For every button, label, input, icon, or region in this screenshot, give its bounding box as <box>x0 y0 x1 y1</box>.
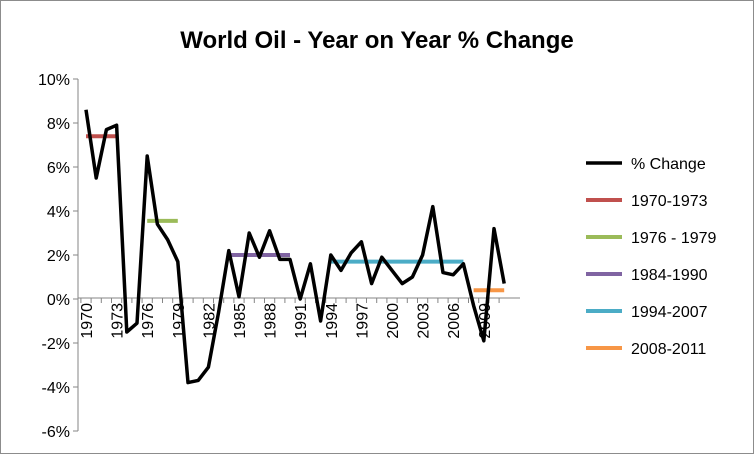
x-tick-label: 1985 <box>232 303 249 339</box>
y-tick-label: -6% <box>42 424 70 441</box>
y-tick-label: 10% <box>38 72 70 89</box>
y-axis: 10% 8% 6% 4% 2% 0% -2% -4% -6% <box>38 72 79 441</box>
series-layer <box>84 109 506 385</box>
x-tick-label: 1970 <box>79 303 96 339</box>
x-tick-label: 2003 <box>416 303 433 339</box>
y-tick-label: 6% <box>47 160 70 177</box>
legend-label: 2008-2011 <box>631 341 706 358</box>
percent-change-line <box>84 109 506 385</box>
x-tick-label: 1997 <box>354 303 371 339</box>
x-axis: 1970 1973 1976 1979 1982 1985 1988 1991 1994 1997… <box>78 297 520 339</box>
y-tick-label: -2% <box>42 336 70 353</box>
x-tick-label: 1976 <box>140 303 157 339</box>
legend-label: % Change <box>631 156 706 173</box>
x-tick-label: 1994 <box>324 303 341 339</box>
y-tick-label: 2% <box>47 248 70 265</box>
x-tick-label: 2000 <box>385 303 402 339</box>
y-tick-label: 8% <box>47 116 70 133</box>
x-tick-label: 2006 <box>446 303 463 339</box>
legend-label: 1970-1973 <box>631 193 708 210</box>
x-tick-label: 1973 <box>110 303 127 339</box>
y-tick-label: 0% <box>47 292 70 309</box>
legend: % Change 1970-1973 1976 - 1979 1984-1990 199… <box>586 156 717 358</box>
x-tick-label: 1988 <box>263 303 280 339</box>
legend-label: 1994-2007 <box>631 304 708 321</box>
legend-label: 1984-1990 <box>631 267 708 284</box>
y-tick-label: -4% <box>42 380 70 397</box>
y-tick-label: 4% <box>47 204 70 221</box>
legend-label: 1976 - 1979 <box>631 230 717 247</box>
x-tick-label: 1991 <box>293 303 310 339</box>
chart-title: World Oil - Year on Year % Change <box>180 27 573 54</box>
